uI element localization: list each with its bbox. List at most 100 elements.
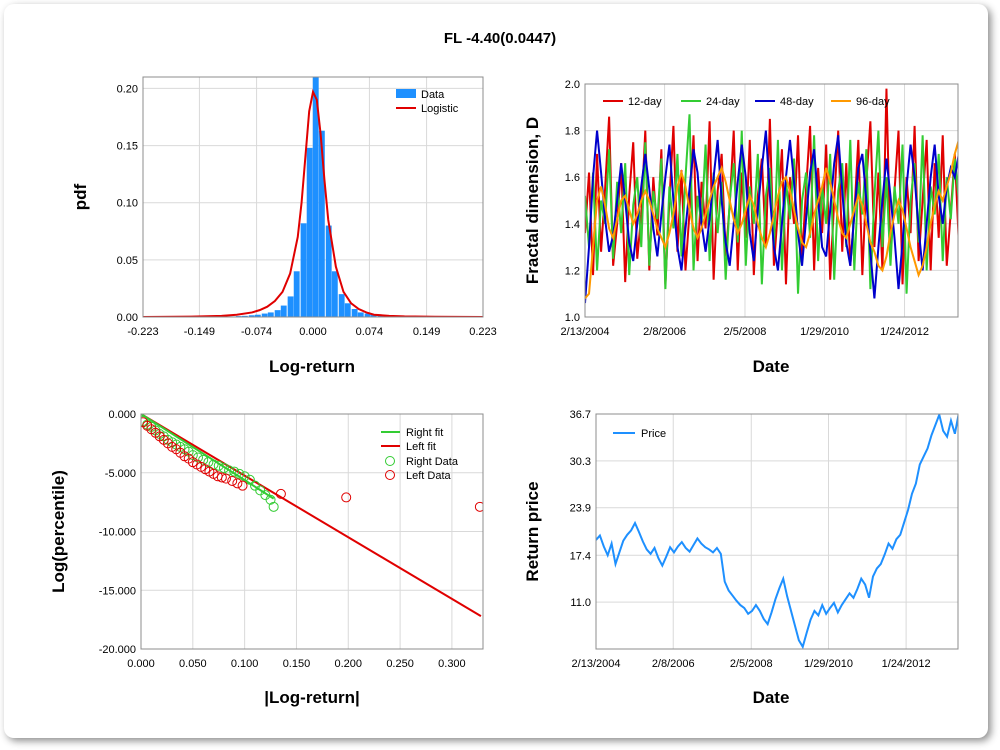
y-tick-label: -5.000 [105, 468, 136, 480]
histogram-bar [325, 225, 332, 317]
histogram-bar [306, 147, 313, 317]
histogram-bar [331, 271, 338, 317]
x-tick-label: 0.200 [335, 658, 363, 670]
y-tick-label: 0.20 [117, 83, 138, 95]
x-tick-label: 1/29/2010 [800, 326, 849, 338]
tail-group [141, 414, 483, 617]
histogram-bar [344, 303, 351, 317]
y-tick-label: 1.8 [565, 126, 580, 138]
x-axis-label: Date [753, 357, 790, 376]
x-tick-label: 0.074 [356, 326, 384, 338]
series-line-96-day [585, 139, 958, 300]
legend-label-price: Price [641, 428, 666, 440]
histogram-bar [241, 315, 248, 317]
x-tick-label: 0.050 [179, 658, 207, 670]
histogram-bar [261, 313, 268, 317]
x-tick-label: 0.000 [299, 326, 327, 338]
y-tick-label: 36.7 [570, 409, 591, 421]
y-tick-label: 0.15 [117, 141, 138, 153]
y-tick-label: -10.000 [99, 527, 136, 539]
x-tick-label: -0.223 [127, 326, 158, 338]
legend-swatch-right-data [385, 456, 395, 466]
y-tick-label: 0.10 [117, 198, 138, 210]
y-tick-label: 23.9 [570, 503, 591, 515]
y-tick-label: 1.4 [565, 219, 580, 231]
histogram-group [143, 77, 483, 317]
legend-label-12-day: 12-day [628, 96, 662, 108]
x-tick-label: 2/8/2006 [643, 326, 686, 338]
right-data-point [234, 468, 245, 479]
histogram-bar [338, 294, 345, 317]
x-axis-label: Log-return [269, 357, 355, 376]
histogram-bar [287, 296, 294, 317]
legend-label-left-fit: Left fit [406, 441, 436, 453]
left-fit-line [141, 414, 482, 617]
legend-swatch-left-data [385, 470, 395, 480]
x-tick-label: 0.150 [283, 658, 311, 670]
x-tick-label: 2/5/2008 [730, 658, 773, 670]
y-tick-label: 0.00 [117, 312, 138, 324]
y-axis-label: Fractal dimension, D [523, 117, 542, 284]
y-tick-label: 0.05 [117, 255, 138, 267]
legend-label-24-day: 24-day [706, 96, 740, 108]
histogram-bar [351, 309, 358, 317]
x-tick-label: 2/13/2004 [561, 326, 610, 338]
x-tick-label: 0.250 [386, 658, 414, 670]
histogram-bar [248, 315, 255, 317]
right-data-point [213, 460, 224, 471]
price-group [596, 414, 958, 649]
logistic-fit-line [143, 88, 483, 317]
left-data-point [216, 472, 227, 483]
histogram-bar [274, 310, 281, 317]
x-axis-label: Date [753, 688, 790, 707]
histogram-bar [318, 130, 325, 317]
x-tick-label: 0.149 [413, 326, 441, 338]
right-data-point [268, 501, 279, 512]
x-tick-label: 2/13/2004 [572, 658, 621, 670]
legend-label-right-fit: Right fit [406, 427, 443, 439]
histogram-bar [370, 314, 377, 317]
y-tick-label: 1.6 [565, 172, 580, 184]
plot-area [142, 76, 484, 318]
y-tick-label: 1.2 [565, 265, 580, 277]
right-data-point [229, 466, 240, 477]
chart-card [4, 4, 988, 738]
y-tick-label: -15.000 [99, 585, 136, 597]
left-data-point [232, 478, 243, 489]
legend-label-right-data: Right Data [406, 456, 459, 468]
legend-label-data: Data [421, 89, 445, 101]
y-tick-label: 11.0 [570, 597, 591, 609]
y-tick-label: 1.0 [565, 312, 580, 324]
x-tick-label: 1/29/2010 [804, 658, 853, 670]
right-data-point [239, 471, 250, 482]
y-tick-label: 17.4 [570, 550, 591, 562]
histogram-bar [364, 313, 371, 317]
histogram-bar [312, 77, 319, 317]
left-data-point [474, 501, 483, 512]
y-tick-label: 30.3 [570, 456, 591, 468]
y-tick-label: -20.000 [99, 644, 136, 656]
right-data-point [198, 454, 209, 465]
histogram-bar [267, 312, 274, 317]
histogram-bar [357, 312, 364, 317]
x-tick-label: 2/5/2008 [724, 326, 767, 338]
x-tick-label: 1/24/2012 [882, 658, 931, 670]
plot-area [584, 83, 959, 318]
left-data-point [275, 488, 286, 499]
price-line [596, 414, 958, 649]
histogram-bar [254, 314, 261, 317]
x-tick-label: -0.074 [241, 326, 272, 338]
x-tick-label: 0.300 [438, 658, 466, 670]
x-axis-label: |Log-return| [264, 688, 359, 707]
plot-area [140, 413, 484, 650]
y-axis-label: Log(percentile) [49, 470, 68, 593]
figure-title: FL -4.40(0.0447) [443, 30, 557, 47]
y-tick-label: 0.000 [108, 409, 136, 421]
legend-label-48-day: 48-day [780, 96, 814, 108]
y-axis-label: Return price [523, 481, 542, 581]
legend-swatch-data [396, 89, 416, 98]
x-tick-label: 0.000 [127, 658, 155, 670]
right-data-point [203, 457, 214, 468]
right-data-point [218, 463, 229, 474]
